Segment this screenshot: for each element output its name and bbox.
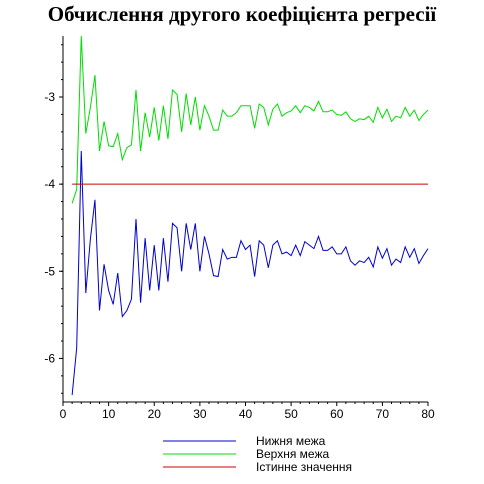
series-layer	[71, 35, 429, 396]
x-tick-label: 80	[421, 407, 435, 421]
series-line-0	[71, 151, 429, 396]
x-tick-label: 10	[102, 407, 116, 421]
x-tick-label: 50	[284, 407, 298, 421]
x-tick-label: 20	[148, 407, 162, 421]
chart-title: Обчислення другого коефіцієнта регресії	[47, 2, 437, 26]
ticks-layer: -6 -5 -4 -3 0 10 20 30 40 50 60 70 80	[44, 44, 435, 421]
legend-label-2: Істинне значення	[256, 460, 352, 474]
x-tick-label: 30	[193, 407, 207, 421]
y-tick-label: -5	[44, 264, 55, 278]
series-line-1	[71, 35, 429, 204]
x-tick-label: 0	[60, 407, 67, 421]
x-tick-label: 40	[239, 407, 253, 421]
legend-label-0: Нижня межа	[256, 434, 326, 448]
y-tick-label: -6	[44, 351, 55, 365]
x-tick-label: 70	[376, 407, 390, 421]
x-tick-label: 60	[330, 407, 344, 421]
legend-label-1: Верхня межа	[256, 447, 329, 461]
y-tick-label: -4	[44, 177, 55, 191]
y-tick-label: -3	[44, 90, 55, 104]
